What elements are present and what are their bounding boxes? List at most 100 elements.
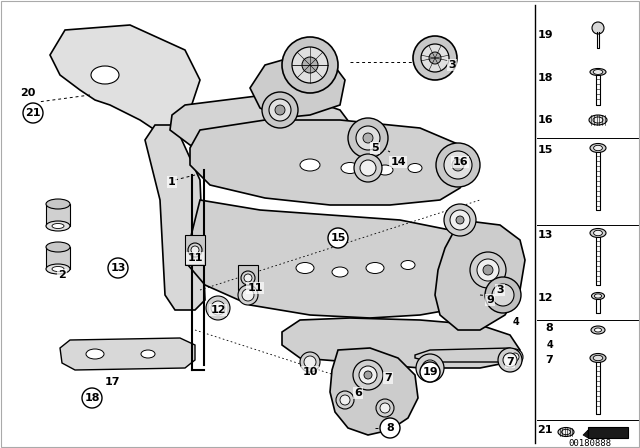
Polygon shape bbox=[238, 265, 258, 290]
Ellipse shape bbox=[191, 246, 199, 254]
Circle shape bbox=[421, 44, 449, 72]
Circle shape bbox=[380, 403, 390, 413]
Ellipse shape bbox=[591, 293, 605, 300]
Polygon shape bbox=[188, 200, 490, 318]
Circle shape bbox=[282, 37, 338, 93]
Text: 3: 3 bbox=[448, 60, 456, 70]
Ellipse shape bbox=[341, 163, 359, 173]
Circle shape bbox=[507, 349, 523, 365]
Ellipse shape bbox=[296, 263, 314, 273]
Text: 14: 14 bbox=[390, 157, 406, 167]
Circle shape bbox=[452, 159, 464, 171]
Ellipse shape bbox=[332, 267, 348, 277]
Circle shape bbox=[302, 57, 318, 73]
Ellipse shape bbox=[591, 326, 605, 334]
Text: 20: 20 bbox=[20, 88, 36, 98]
Text: 6: 6 bbox=[354, 388, 362, 398]
Polygon shape bbox=[588, 427, 628, 438]
Ellipse shape bbox=[86, 349, 104, 359]
Polygon shape bbox=[145, 125, 205, 310]
Polygon shape bbox=[50, 25, 200, 130]
Circle shape bbox=[498, 348, 522, 372]
Ellipse shape bbox=[590, 69, 606, 76]
Text: 21: 21 bbox=[538, 425, 553, 435]
Ellipse shape bbox=[46, 242, 70, 252]
Polygon shape bbox=[60, 338, 195, 370]
Text: 10: 10 bbox=[302, 367, 317, 377]
Text: 5: 5 bbox=[371, 143, 379, 153]
Text: 19: 19 bbox=[422, 367, 438, 377]
Text: 4: 4 bbox=[547, 340, 553, 350]
Circle shape bbox=[360, 160, 376, 176]
Ellipse shape bbox=[590, 143, 606, 152]
Text: 1: 1 bbox=[168, 177, 176, 187]
Polygon shape bbox=[185, 235, 205, 265]
Circle shape bbox=[422, 360, 438, 376]
Circle shape bbox=[450, 210, 470, 230]
Text: 2: 2 bbox=[58, 270, 66, 280]
Ellipse shape bbox=[141, 350, 155, 358]
Circle shape bbox=[238, 285, 258, 305]
Polygon shape bbox=[282, 318, 520, 368]
Ellipse shape bbox=[595, 294, 602, 298]
Circle shape bbox=[211, 301, 225, 315]
Circle shape bbox=[359, 366, 377, 384]
Ellipse shape bbox=[401, 260, 415, 270]
Text: 21: 21 bbox=[25, 108, 41, 118]
Text: 15: 15 bbox=[538, 145, 553, 155]
Text: 12: 12 bbox=[211, 305, 226, 315]
Polygon shape bbox=[583, 430, 588, 438]
Text: 4: 4 bbox=[513, 317, 520, 327]
Ellipse shape bbox=[46, 264, 70, 274]
Text: 8: 8 bbox=[545, 323, 553, 333]
Ellipse shape bbox=[52, 224, 64, 228]
Text: 18: 18 bbox=[538, 73, 553, 83]
Text: 16: 16 bbox=[538, 115, 553, 125]
Ellipse shape bbox=[244, 274, 252, 282]
Circle shape bbox=[436, 143, 480, 187]
Circle shape bbox=[511, 353, 519, 361]
Text: 13: 13 bbox=[110, 263, 125, 273]
Ellipse shape bbox=[595, 328, 602, 332]
Circle shape bbox=[340, 395, 350, 405]
Ellipse shape bbox=[590, 353, 606, 362]
Ellipse shape bbox=[46, 199, 70, 209]
Circle shape bbox=[429, 52, 441, 64]
Ellipse shape bbox=[593, 69, 603, 74]
Text: 8: 8 bbox=[386, 423, 394, 433]
Ellipse shape bbox=[562, 429, 570, 435]
Circle shape bbox=[376, 399, 394, 417]
Polygon shape bbox=[46, 204, 70, 226]
Ellipse shape bbox=[408, 164, 422, 172]
Ellipse shape bbox=[593, 355, 603, 361]
Text: 7: 7 bbox=[506, 357, 514, 367]
Circle shape bbox=[492, 284, 514, 306]
Ellipse shape bbox=[300, 159, 320, 171]
Text: 7: 7 bbox=[384, 373, 392, 383]
Circle shape bbox=[354, 154, 382, 182]
Polygon shape bbox=[250, 55, 345, 118]
Circle shape bbox=[300, 352, 320, 372]
Ellipse shape bbox=[377, 165, 393, 175]
Polygon shape bbox=[46, 247, 70, 269]
Circle shape bbox=[483, 265, 493, 275]
Ellipse shape bbox=[188, 243, 202, 257]
Circle shape bbox=[416, 354, 444, 382]
Circle shape bbox=[444, 151, 472, 179]
Text: 00180888: 00180888 bbox=[568, 439, 611, 448]
Circle shape bbox=[275, 105, 285, 115]
Ellipse shape bbox=[594, 145, 602, 151]
Circle shape bbox=[292, 47, 328, 83]
Circle shape bbox=[503, 353, 517, 367]
Text: 13: 13 bbox=[538, 230, 553, 240]
Circle shape bbox=[364, 371, 372, 379]
Circle shape bbox=[336, 391, 354, 409]
Circle shape bbox=[456, 216, 464, 224]
Text: 15: 15 bbox=[330, 233, 346, 243]
Polygon shape bbox=[330, 348, 418, 435]
Circle shape bbox=[356, 126, 380, 150]
Circle shape bbox=[477, 259, 499, 281]
Circle shape bbox=[413, 36, 457, 80]
Polygon shape bbox=[190, 120, 470, 205]
Ellipse shape bbox=[593, 117, 603, 123]
